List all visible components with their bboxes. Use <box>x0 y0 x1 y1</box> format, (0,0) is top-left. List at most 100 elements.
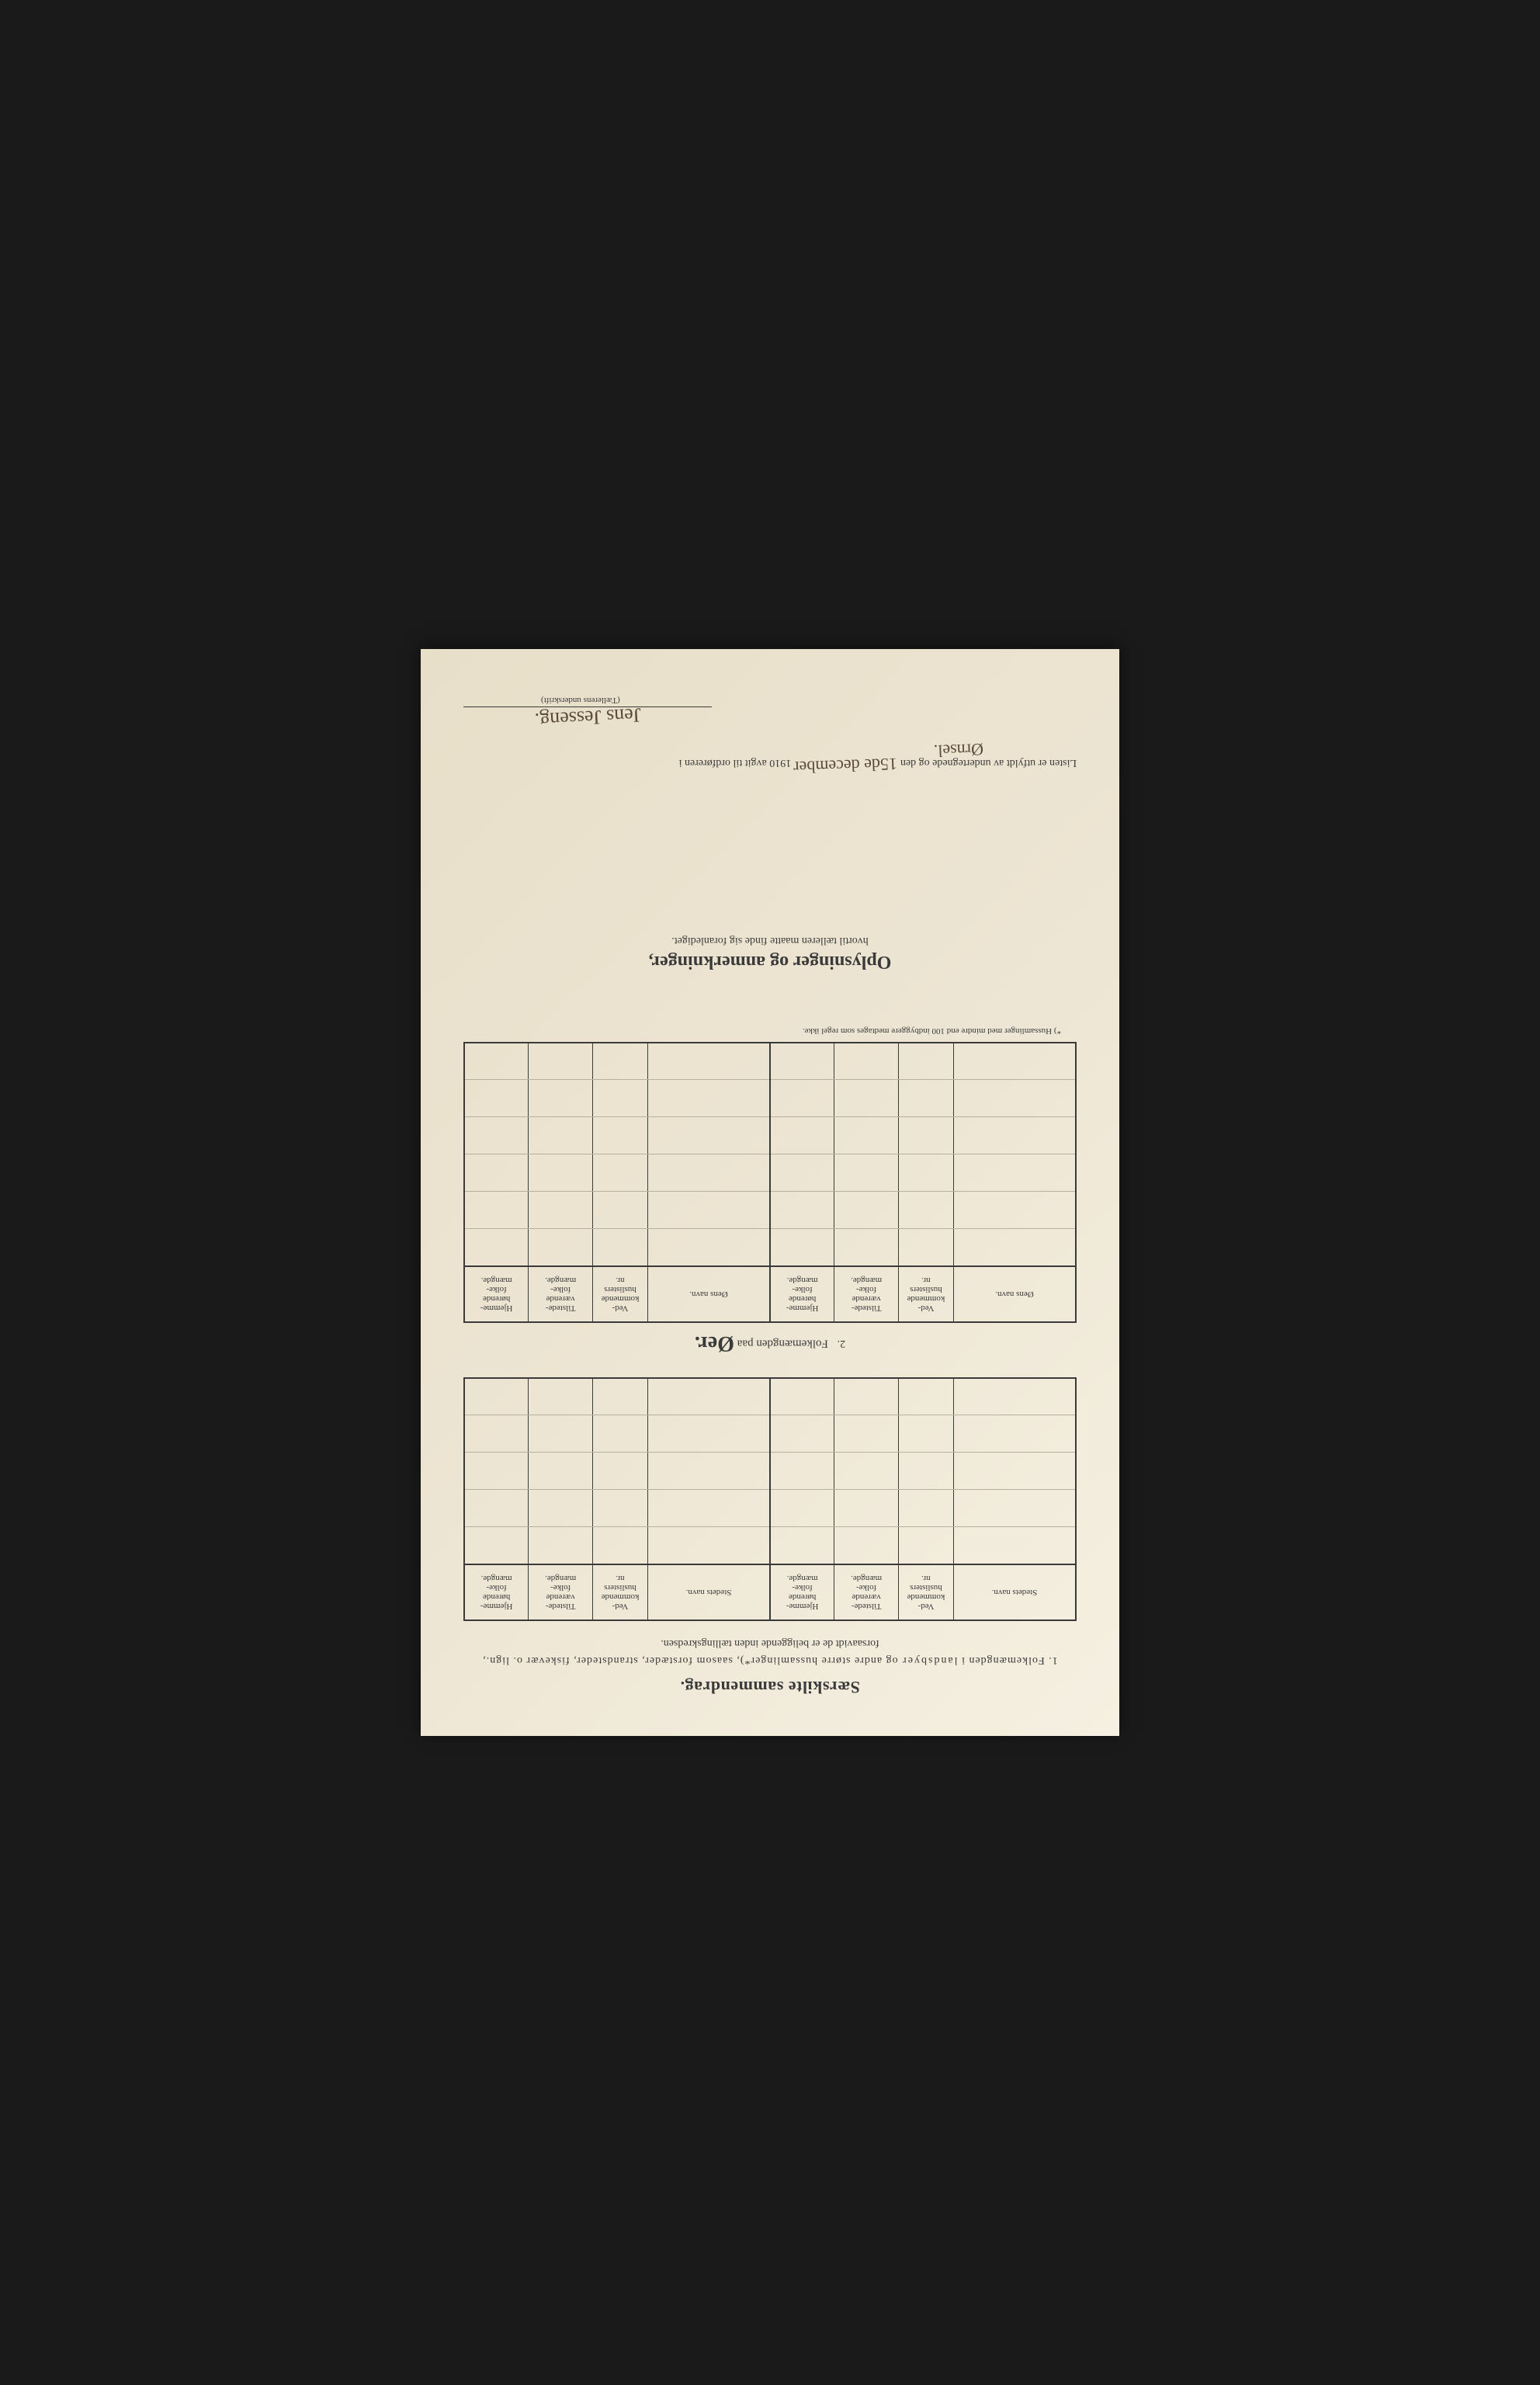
th-vedkommende-2: Ved- kommende huslisters nr. <box>593 1564 648 1620</box>
th-oens-navn-2: Øens navn. <box>647 1266 770 1322</box>
table-cell <box>464 1415 529 1453</box>
th-tilstede-1: Tilstede- værende folke- mængde. <box>834 1564 899 1620</box>
table-cell <box>464 1154 529 1192</box>
table-cell <box>953 1192 1076 1229</box>
table-cell <box>953 1117 1076 1154</box>
handwritten-signature: Jens Jesseng. <box>534 703 642 731</box>
signature-row: Jens Jesseng. <box>463 706 1077 732</box>
section2-number: 2. <box>838 1338 846 1349</box>
table-cell <box>834 1490 899 1527</box>
table-cell <box>593 1117 648 1154</box>
section1-number: 1. <box>1048 1654 1058 1666</box>
table-cell <box>834 1453 899 1490</box>
table-cell <box>529 1527 593 1564</box>
table-cell <box>647 1192 770 1229</box>
table-cell <box>834 1192 899 1229</box>
table-row <box>464 1154 1076 1192</box>
table-cell <box>593 1453 648 1490</box>
table-cell <box>464 1043 529 1080</box>
table-cell <box>529 1415 593 1453</box>
table-row <box>464 1117 1076 1154</box>
listen-prefix: Listen er utfyldt av undertegnede og den <box>900 757 1077 769</box>
table-cell <box>647 1490 770 1527</box>
table-cell <box>647 1117 770 1154</box>
table-cell <box>464 1080 529 1117</box>
table-cell <box>899 1527 954 1564</box>
section1-text-b: landsbyer <box>901 1654 957 1666</box>
table-cell <box>899 1043 954 1080</box>
table-cell <box>899 1154 954 1192</box>
table-row <box>464 1490 1076 1527</box>
table-cell <box>647 1378 770 1415</box>
table2-body <box>464 1043 1076 1266</box>
table-cell <box>770 1154 834 1192</box>
table-cell <box>770 1527 834 1564</box>
table-cell <box>834 1229 899 1266</box>
table-cell <box>529 1117 593 1154</box>
table-cell <box>953 1490 1076 1527</box>
table-cell <box>464 1192 529 1229</box>
table-cell <box>899 1453 954 1490</box>
th-oens-navn-1: Øens navn. <box>953 1266 1076 1322</box>
th-tilstede-2: Tilstede- værende folke- mængde. <box>529 1564 593 1620</box>
th-vedkommende-4: Ved- kommende huslisters nr. <box>593 1266 648 1322</box>
footnote: *) Hussamlinger med mindre end 100 indby… <box>463 1026 1077 1036</box>
th-vedkommende-1: Ved- kommende huslisters nr. <box>899 1564 954 1620</box>
table-cell <box>647 1154 770 1192</box>
table-cell <box>834 1527 899 1564</box>
table1-body <box>464 1378 1076 1564</box>
table-cell <box>834 1154 899 1192</box>
section-oplysninger: Oplysninger og anmerkninger, hvortil tæl… <box>463 934 1077 972</box>
table-cell <box>770 1490 834 1527</box>
th-hjemme-3: Hjemme- hørende folke- mængde. <box>770 1266 834 1322</box>
table-cell <box>464 1229 529 1266</box>
table-row <box>464 1415 1076 1453</box>
table-cell <box>899 1117 954 1154</box>
th-tilstede-3: Tilstede- værende folke- mængde. <box>834 1266 899 1322</box>
table-cell <box>899 1378 954 1415</box>
table-cell <box>647 1043 770 1080</box>
table-cell <box>953 1154 1076 1192</box>
section1-line2: forsaavidt de er beliggende inden tællin… <box>463 1637 1077 1649</box>
table-oer: Øens navn. Ved- kommende huslisters nr. … <box>463 1042 1077 1323</box>
table-cell <box>953 1415 1076 1453</box>
table-cell <box>953 1378 1076 1415</box>
table-cell <box>770 1415 834 1453</box>
table-cell <box>899 1415 954 1453</box>
th-stedets-navn-2: Stedets navn. <box>647 1564 770 1620</box>
th-tilstede-4: Tilstede- værende folke- mængde. <box>529 1266 593 1322</box>
table-cell <box>770 1192 834 1229</box>
table-cell <box>593 1229 648 1266</box>
table-cell <box>770 1453 834 1490</box>
table-cell <box>899 1192 954 1229</box>
th-stedets-navn-1: Stedets navn. <box>953 1564 1076 1620</box>
document-page: Særskilte sammendrag. 1. Folkemængden i … <box>421 649 1119 1736</box>
oplysninger-title: Oplysninger og anmerkninger, <box>463 951 1077 972</box>
table-row <box>464 1192 1076 1229</box>
table-cell <box>647 1080 770 1117</box>
table-cell <box>770 1080 834 1117</box>
table-cell <box>593 1154 648 1192</box>
table-cell <box>464 1527 529 1564</box>
section1-text-a: Folkemængden i <box>958 1654 1045 1666</box>
table-cell <box>899 1229 954 1266</box>
table-cell <box>529 1453 593 1490</box>
table-row <box>464 1229 1076 1266</box>
table-cell <box>770 1378 834 1415</box>
table-cell <box>464 1453 529 1490</box>
bottom-area: Listen er utfyldt av undertegnede og den… <box>463 696 1077 776</box>
th-hjemme-1: Hjemme- hørende folke- mængde. <box>770 1564 834 1620</box>
listen-mid: avgit til ordføreren i <box>679 757 770 769</box>
table-cell <box>593 1378 648 1415</box>
table-cell <box>529 1229 593 1266</box>
table-cell <box>529 1154 593 1192</box>
table-cell <box>464 1378 529 1415</box>
table-cell <box>529 1192 593 1229</box>
table-cell <box>593 1415 648 1453</box>
table-row <box>464 1043 1076 1080</box>
table-cell <box>529 1378 593 1415</box>
table-cell <box>593 1527 648 1564</box>
table-row <box>464 1453 1076 1490</box>
table-cell <box>593 1192 648 1229</box>
table-cell <box>593 1043 648 1080</box>
